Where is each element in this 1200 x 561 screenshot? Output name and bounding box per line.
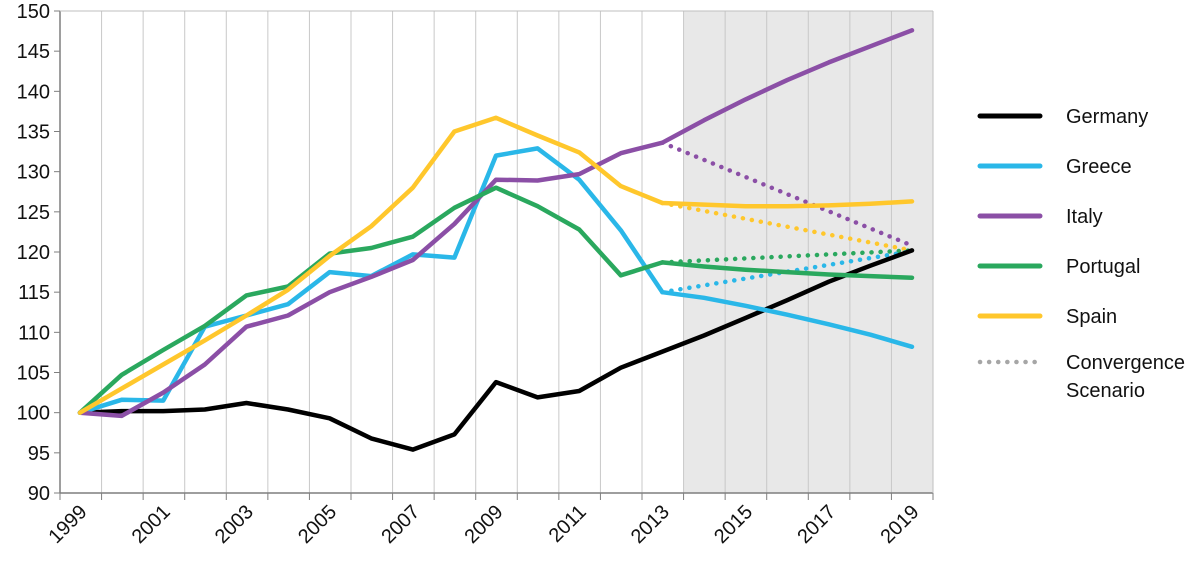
legend-label-convergence-scenario-line2: Scenario — [1066, 380, 1145, 402]
legend: Germany Greece Italy Portugal Spain Convergen… — [977, 106, 1185, 402]
x-axis-ticks: 1999 2001 2003 2005 2007 2009 2011 2013 2015 2017… — [45, 493, 934, 548]
series-lines — [77, 28, 915, 452]
x-tick-label: 2013 — [627, 501, 674, 548]
legend-label-germany: Germany — [1066, 106, 1148, 128]
y-tick-label: 120 — [17, 242, 50, 264]
y-axis-ticks: 90 95 100 105 110 115 120 125 130 135 140 145 150 — [17, 1, 60, 505]
x-tick-label: 2007 — [377, 501, 424, 548]
x-tick-label: 2003 — [211, 501, 258, 548]
legend-label-portugal: Portugal — [1066, 256, 1141, 278]
series-line-spain — [77, 115, 915, 415]
x-tick-label: 2019 — [877, 501, 924, 548]
y-tick-label: 110 — [18, 322, 50, 344]
y-tick-label: 150 — [17, 1, 50, 23]
y-tick-label: 145 — [17, 41, 50, 63]
series-line-italy — [77, 28, 915, 419]
legend-label-convergence-scenario: Convergence — [1066, 352, 1185, 374]
y-tick-label: 95 — [28, 443, 50, 465]
x-tick-label: 2005 — [294, 501, 341, 548]
convergence-line — [660, 200, 915, 253]
y-tick-label: 130 — [17, 162, 50, 184]
x-tick-label: 2009 — [461, 501, 508, 548]
y-tick-label: 135 — [17, 122, 50, 144]
x-tick-label: 2015 — [710, 501, 757, 548]
x-tick-label: 2011 — [545, 501, 591, 547]
y-tick-label: 140 — [17, 81, 50, 103]
series-line-greece — [77, 146, 915, 415]
y-tick-label: 105 — [17, 363, 50, 385]
series-line-portugal — [77, 185, 915, 415]
y-tick-label: 125 — [17, 202, 50, 224]
x-tick-label: 1999 — [45, 501, 92, 548]
legend-label-greece: Greece — [1066, 156, 1132, 178]
convergence-line — [660, 248, 915, 265]
y-tick-label: 115 — [18, 282, 50, 304]
x-tick-label: 2017 — [793, 501, 840, 548]
y-tick-label: 90 — [28, 483, 50, 505]
y-tick-label: 100 — [17, 403, 50, 425]
gridlines — [101, 11, 934, 493]
convergence-line — [660, 140, 915, 248]
series-line-germany — [77, 248, 915, 452]
legend-label-spain: Spain — [1066, 306, 1117, 328]
x-tick-label: 2001 — [128, 501, 175, 548]
legend-label-italy: Italy — [1066, 206, 1103, 228]
